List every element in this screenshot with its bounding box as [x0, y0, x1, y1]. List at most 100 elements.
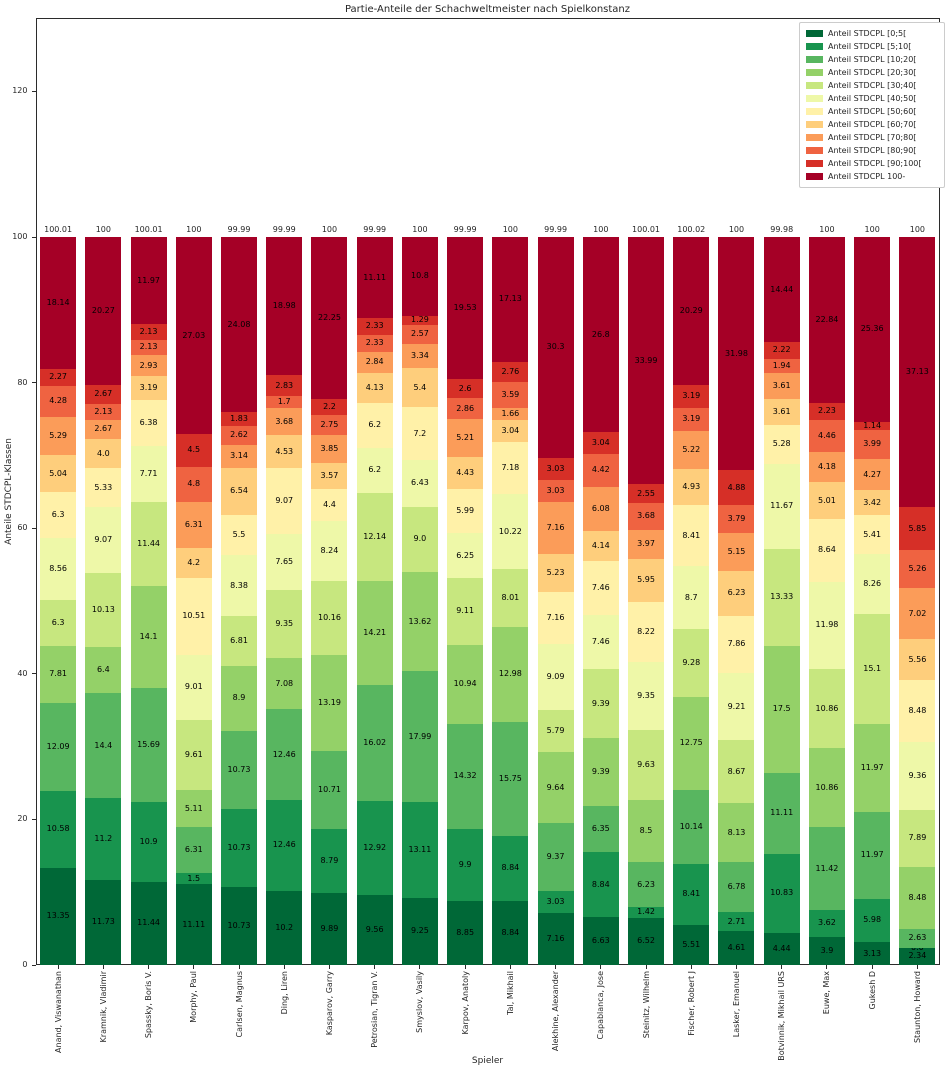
- bar-segment-value: 3.13: [863, 948, 882, 958]
- bar-segment-value: 1.5: [187, 873, 201, 883]
- x-tick-mark: [690, 965, 692, 969]
- stacked-bar: 3.9 3.62 11.42 10.86 10.86 11.98 8.64 5.01 4.18 4…: [808, 237, 845, 965]
- legend-item: Anteil STDCPL [30;40[: [806, 79, 938, 92]
- bar-segment: 11.97: [130, 236, 167, 325]
- x-tick-label-text: Botvinnik, Mikhail URS: [777, 971, 787, 1061]
- bar-segment: 11.11: [356, 237, 393, 319]
- stacked-bar: 13.35 10.58 12.09 7.81 6.3 8.56 6.3 5.04 5.29 4.2…: [40, 237, 77, 965]
- bar-segment: 4.14: [582, 530, 619, 561]
- legend-item-label: Anteil STDCPL [90;100[: [828, 159, 922, 168]
- bar-segment-value: 7.16: [546, 933, 565, 943]
- bar-segment-value: 4.44: [772, 943, 791, 953]
- bar-segment: 3.04: [582, 432, 619, 455]
- bar-segment-value: 12.46: [272, 840, 296, 850]
- bar-segment-value: 12.09: [46, 741, 70, 751]
- legend-item: Anteil STDCPL 100-: [806, 170, 938, 183]
- y-tick-label: 60: [17, 523, 28, 533]
- bar-segment: 9.9: [447, 828, 484, 901]
- bar-segment: 10.73: [221, 886, 257, 965]
- bar-segment: 12.46: [266, 709, 303, 801]
- bar-segment: 10.73: [221, 808, 257, 887]
- bar-segment-value: 2.22: [772, 345, 791, 355]
- bar-segment: 10.51: [175, 578, 212, 655]
- bar-segment-value: 5.79: [546, 726, 565, 736]
- bar-segment: 2.13: [130, 324, 167, 340]
- bar-segment-value: 9.21: [727, 701, 746, 711]
- bar-segment: 8.84: [582, 852, 619, 917]
- bar-segment-value: 4.8: [187, 479, 201, 489]
- bar-segment-value: 2.23: [818, 406, 836, 416]
- bar-segment-value: 11.73: [91, 917, 115, 927]
- bar-segment: 7.71: [130, 446, 167, 503]
- bar-segment-value: 9.64: [546, 782, 565, 792]
- bar-segment: 6.78: [718, 862, 755, 912]
- y-tick-mark: [31, 90, 36, 92]
- y-tick-label: 80: [17, 377, 28, 387]
- bar-segment-value: 8.26: [863, 579, 882, 589]
- bar-segment-value: 8.64: [818, 545, 836, 555]
- bar-total-label: 100: [909, 225, 926, 234]
- bar-segment-value: 6.25: [456, 550, 475, 560]
- bar-segment-value: 6.31: [184, 519, 203, 529]
- x-tick-mark: [916, 965, 918, 969]
- bar-segment: 2.13: [85, 404, 122, 420]
- bar-segment-value: 1.42: [637, 907, 655, 917]
- bar-segment-value: 7.08: [275, 678, 294, 688]
- bar-segment-value: 14.4: [94, 740, 113, 750]
- y-tick-label: 100: [12, 232, 28, 241]
- x-tick-label-text: Morphy, Paul: [189, 971, 199, 1023]
- bar-segment-value: 3.19: [139, 383, 158, 393]
- bar-segment-value: 15.69: [137, 740, 161, 750]
- bar-segment-value: 9.07: [94, 534, 113, 544]
- bar-segment-value: 27.03: [182, 330, 206, 340]
- bar-segment: 9.37: [537, 822, 574, 891]
- legend-color-swatch: [806, 95, 823, 102]
- bar-segment: 8.5: [628, 799, 665, 862]
- bar-segment-value: 6.23: [637, 879, 655, 889]
- bar-segment: 3.04: [492, 420, 529, 443]
- legend-item-label: Anteil STDCPL [30;40[: [828, 81, 917, 90]
- bar-segment: 2.13: [130, 339, 167, 356]
- legend-item: Anteil STDCPL [40;50[: [806, 92, 938, 105]
- bar-segment: 3.19: [673, 384, 710, 408]
- bar-segment-value: 11.97: [137, 275, 161, 285]
- bar-segment: 4.8: [175, 466, 212, 502]
- legend-item: Anteil STDCPL [70;80[: [806, 131, 938, 144]
- bar-segment: 5.79: [537, 710, 574, 753]
- bar-segment-value: 2.6: [458, 383, 472, 393]
- legend-item: Anteil STDCPL [0;5[: [806, 27, 938, 40]
- bar-segment-value: 5.01: [818, 495, 836, 505]
- bar-segment-value: 5.21: [456, 433, 475, 442]
- bar-segment-value: 10.16: [318, 613, 341, 623]
- bar-segment: 15.69: [130, 688, 167, 803]
- x-tick-mark: [871, 965, 873, 969]
- bar-segment-value: 10.8: [411, 271, 429, 281]
- bar-segment: 14.21: [356, 581, 393, 685]
- x-tick-label-text: Carlsen, Magnus: [234, 971, 244, 1038]
- bar-segment-value: 8.22: [637, 626, 655, 636]
- bar-segment: 5.56: [899, 639, 936, 680]
- bar-segment: 20.29: [673, 236, 710, 385]
- bar-segment: 6.31: [175, 827, 212, 874]
- bar-segment: 19.53: [447, 237, 484, 380]
- bar-total-label: 99.98: [770, 225, 794, 235]
- bar-segment: 3.59: [492, 381, 529, 408]
- bar-segment: 12.98: [492, 627, 529, 722]
- bar-total-label: 100.01: [44, 224, 73, 234]
- bar-segment-value: 5.33: [94, 482, 113, 492]
- bar-segment: 2.67: [85, 384, 122, 405]
- bar-segment: 8.56: [40, 537, 77, 601]
- bar-segment-value: 8.56: [49, 563, 68, 573]
- bar-segment: 10.86: [808, 669, 845, 749]
- bar-segment: 5.23: [537, 553, 574, 593]
- x-tick-mark: [57, 965, 59, 969]
- bar-segment: 3.62: [808, 910, 845, 937]
- bar-segment-value: 10.86: [815, 703, 839, 713]
- stacked-bar: 10.2 12.46 12.46 7.08 9.35 7.65 9.07 4.53 3.68 1.…: [266, 237, 303, 965]
- bar-segment: 6.3: [40, 491, 77, 538]
- bar-segment-value: 8.85: [456, 927, 475, 937]
- bar-segment-value: 11.11: [770, 808, 794, 818]
- bar-segment-value: 5.26: [908, 564, 927, 574]
- bar-segment: 3.68: [628, 503, 665, 530]
- bar-segment: 6.35: [582, 806, 619, 853]
